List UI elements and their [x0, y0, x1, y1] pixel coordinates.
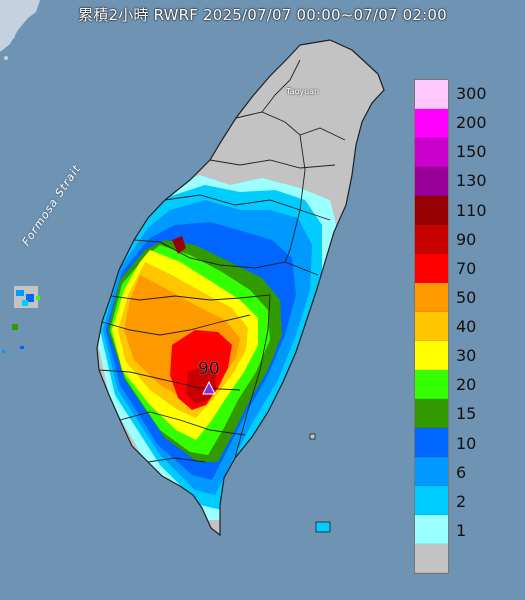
legend-swatch	[415, 283, 448, 312]
legend-swatch	[415, 457, 448, 486]
taiwan-island	[96, 39, 385, 537]
legend-label	[456, 545, 516, 574]
legend-label: 300	[456, 84, 487, 104]
legend-swatch	[415, 399, 448, 428]
legend-swatch	[415, 341, 448, 370]
mainland-coast	[0, 0, 40, 60]
legend-label: 50	[456, 287, 477, 307]
legend-label: 10	[456, 433, 477, 453]
triangle-marker-icon	[202, 380, 216, 395]
legend-swatch	[415, 254, 448, 283]
legend-labels: 300 200 150 130 110 90 70 50 40 30 20 15 10 6 2 1	[456, 79, 516, 574]
legend-label: 30	[456, 346, 477, 366]
legend-swatch	[415, 80, 448, 109]
legend-swatch	[415, 167, 448, 196]
legend-swatch	[415, 370, 448, 399]
legend-swatch	[415, 138, 448, 167]
legend-label: 1	[456, 520, 467, 540]
city-label: Taoyuan	[286, 87, 320, 96]
legend-label: 90	[456, 229, 477, 249]
legend-swatch	[415, 544, 448, 573]
legend-label: 200	[456, 113, 487, 133]
legend-label: 15	[456, 404, 477, 424]
legend-label: 130	[456, 171, 487, 191]
legend-label: 2	[456, 491, 467, 511]
legend-label: 6	[456, 462, 467, 482]
legend-label: 110	[456, 200, 487, 220]
legend-swatch	[415, 428, 448, 457]
legend-color-bar	[414, 79, 449, 574]
legend-label: 40	[456, 317, 477, 337]
rainfall-fill	[97, 175, 340, 520]
legend-swatch	[415, 196, 448, 225]
legend-swatch	[415, 225, 448, 254]
legend-label: 70	[456, 258, 477, 278]
county-boundaries	[96, 39, 385, 537]
legend-swatch	[415, 109, 448, 138]
legend-swatch	[415, 486, 448, 515]
max-rainfall-label: 90	[198, 359, 220, 379]
map-title: 累積2小時 RWRF 2025/07/07 00:00~07/07 02:00	[78, 6, 447, 24]
offshore-islands-east	[309, 433, 331, 533]
penghu-islands	[2, 286, 40, 353]
legend-label: 150	[456, 142, 487, 162]
legend-label: 20	[456, 375, 477, 395]
legend-swatch	[415, 312, 448, 341]
legend-swatch	[415, 515, 448, 544]
rain-zone-110mm	[172, 236, 186, 254]
